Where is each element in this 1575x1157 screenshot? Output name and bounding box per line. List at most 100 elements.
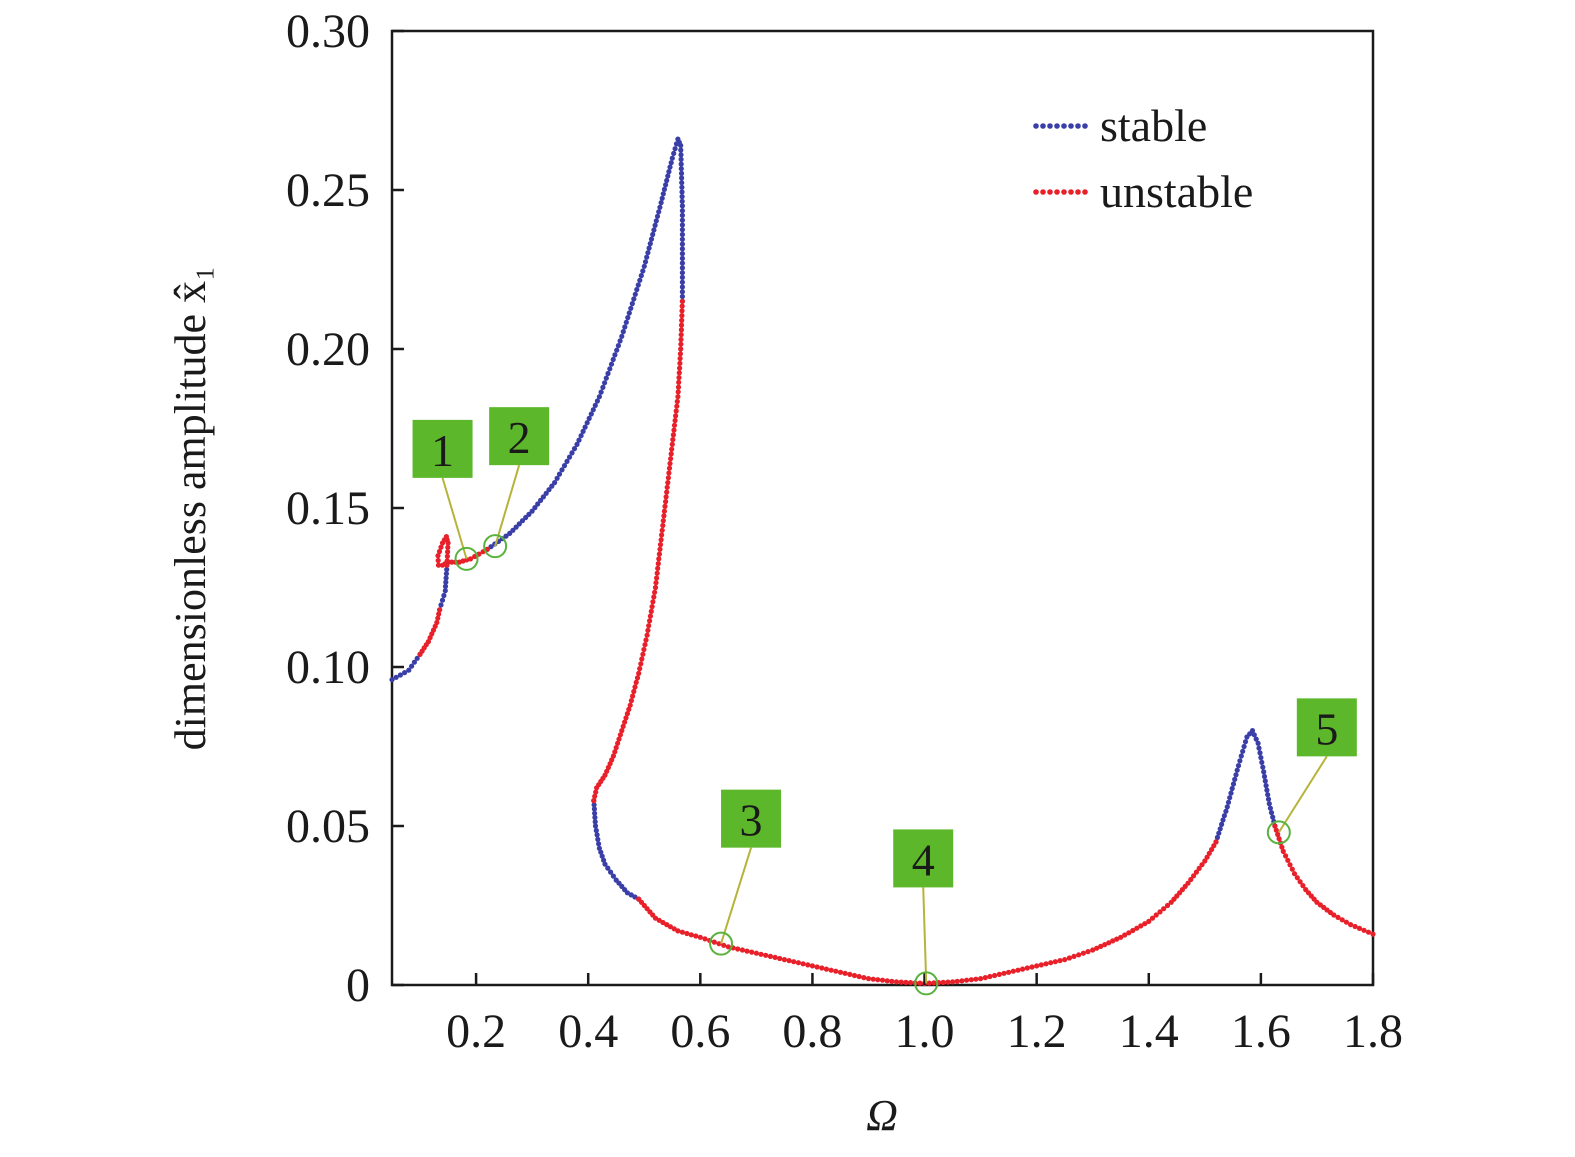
data-point-stable	[1267, 805, 1273, 811]
data-point-stable	[1238, 753, 1244, 759]
annotation-circle	[1266, 820, 1291, 845]
data-point-unstable	[670, 432, 677, 438]
data-point-unstable	[678, 327, 685, 333]
annotation-box	[893, 829, 954, 888]
data-point-unstable	[594, 785, 600, 791]
data-point-unstable	[842, 970, 848, 976]
data-point-unstable	[437, 607, 443, 613]
data-point-unstable	[1015, 967, 1021, 973]
data-point-stable	[523, 514, 529, 521]
data-point-stable	[592, 819, 598, 825]
data-point-stable	[1225, 799, 1232, 805]
data-point-stable	[1261, 773, 1268, 780]
data-point-stable	[651, 227, 657, 233]
data-point-unstable	[436, 611, 442, 617]
data-point-unstable	[1276, 836, 1282, 842]
data-point-unstable	[1114, 936, 1120, 942]
data-point-unstable	[656, 551, 663, 557]
data-point-unstable	[1370, 931, 1376, 937]
data-point-stable	[556, 471, 563, 477]
data-point-unstable	[665, 475, 672, 481]
data-point-stable	[679, 217, 686, 223]
data-point-unstable	[678, 322, 685, 328]
data-point-stable	[608, 869, 614, 875]
data-point-stable	[628, 305, 634, 311]
data-point-stable	[571, 446, 578, 452]
data-point-unstable	[679, 929, 686, 935]
data-point-unstable	[950, 979, 956, 985]
data-point-stable	[610, 356, 616, 363]
legend-swatch	[1061, 189, 1067, 195]
legend-swatch	[1054, 123, 1060, 129]
data-point-stable	[650, 231, 656, 238]
data-point-stable	[1227, 795, 1233, 801]
data-point-unstable	[1085, 949, 1091, 955]
data-point-stable	[439, 597, 446, 603]
data-point-stable	[441, 592, 447, 599]
data-point-stable	[599, 853, 605, 859]
data-point-unstable	[786, 958, 792, 964]
data-point-unstable	[1020, 966, 1026, 972]
legend-label: unstable	[1100, 166, 1253, 217]
legend-swatch	[1040, 123, 1046, 129]
data-point-unstable	[674, 398, 680, 405]
data-point-unstable	[632, 684, 638, 690]
data-point-unstable	[1275, 831, 1281, 838]
data-point-stable	[389, 677, 395, 683]
legend-swatch	[1082, 123, 1088, 129]
data-point-stable	[1216, 830, 1222, 836]
legend-swatch	[1047, 123, 1053, 129]
data-point-unstable	[819, 965, 825, 971]
data-point-unstable	[1279, 844, 1285, 850]
data-point-stable	[1230, 781, 1237, 787]
data-point-stable	[1217, 826, 1223, 832]
data-point-stable	[595, 836, 601, 843]
data-point-unstable	[1361, 927, 1367, 933]
data-point-unstable	[684, 930, 690, 937]
data-point-unstable	[959, 978, 965, 984]
data-point-stable	[679, 231, 686, 238]
data-point-unstable	[655, 565, 661, 572]
data-point-unstable	[1164, 902, 1171, 909]
data-point-unstable	[650, 599, 656, 605]
data-point-unstable	[1348, 922, 1354, 928]
data-point-unstable	[445, 549, 451, 555]
data-point-stable	[642, 259, 649, 265]
data-point-unstable	[679, 308, 685, 314]
data-point-stable	[409, 663, 415, 669]
data-point-unstable	[439, 540, 446, 546]
data-point-unstable	[660, 919, 666, 926]
data-point-stable	[442, 588, 448, 594]
data-point-stable	[561, 463, 568, 469]
data-point-unstable	[654, 575, 660, 581]
data-point-stable	[646, 245, 652, 251]
data-point-unstable	[647, 618, 653, 624]
data-point-stable	[634, 287, 640, 293]
data-point-stable	[679, 212, 686, 218]
data-point-stable	[526, 511, 532, 517]
data-point-stable	[679, 251, 686, 257]
data-point-stable	[443, 575, 449, 581]
data-point-stable	[665, 173, 671, 179]
legend-swatch	[1061, 123, 1067, 129]
data-point-stable	[1228, 790, 1234, 796]
data-point-unstable	[634, 675, 641, 681]
data-point-stable	[602, 861, 608, 867]
data-point-unstable	[660, 522, 666, 529]
data-point-unstable	[677, 360, 683, 366]
data-point-unstable	[865, 976, 872, 982]
data-point-unstable	[1272, 823, 1278, 829]
data-point-stable	[510, 527, 516, 533]
annotation-label: 5	[1315, 703, 1338, 754]
data-point-unstable	[658, 537, 664, 543]
data-point-stable	[1265, 792, 1271, 798]
data-point-unstable	[805, 962, 811, 968]
data-point-stable	[600, 384, 606, 390]
x-tick-label: 1.2	[1007, 1005, 1067, 1058]
data-point-unstable	[434, 619, 440, 626]
data-point-unstable	[659, 527, 665, 533]
data-point-stable	[635, 282, 641, 288]
data-point-unstable	[725, 944, 731, 950]
data-point-unstable	[1352, 923, 1358, 930]
data-point-stable	[1214, 834, 1220, 841]
